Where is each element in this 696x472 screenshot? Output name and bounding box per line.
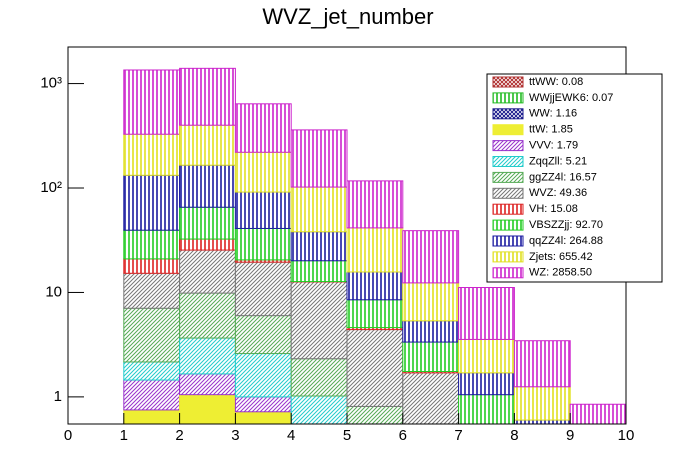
legend-swatch — [492, 187, 524, 199]
x-tick-label: 9 — [566, 427, 574, 444]
bar-segment — [123, 69, 181, 135]
legend-label: ttW: 1.85 — [529, 124, 573, 136]
y-tick-label: 10² — [40, 179, 62, 196]
bar-segment — [290, 395, 348, 425]
bar-segment — [234, 191, 292, 229]
bar-segment — [179, 164, 236, 208]
bar-segment — [346, 227, 404, 273]
x-tick-label: 5 — [343, 427, 351, 444]
bar-segment — [179, 249, 236, 294]
x-tick-label: 1 — [120, 427, 128, 444]
bar-segment — [513, 386, 571, 421]
bar-segment — [123, 361, 181, 381]
bar-segment — [179, 394, 236, 425]
legend-swatch — [492, 235, 524, 247]
bar-segment — [290, 260, 348, 283]
bar-segment — [458, 287, 515, 340]
bar-segment — [458, 338, 515, 374]
legend-label: WZ: 2858.50 — [529, 267, 592, 279]
bar-segment — [402, 341, 460, 373]
legend-swatch — [492, 76, 524, 88]
legend-swatch — [492, 92, 524, 104]
bar-segment — [123, 258, 181, 274]
bar-segment — [346, 299, 404, 329]
bar-segment — [234, 261, 292, 317]
bar-segment — [569, 403, 627, 425]
bar-segment — [290, 186, 348, 233]
bar-segment — [346, 180, 404, 229]
x-tick-label: 6 — [399, 427, 407, 444]
x-tick-label: 8 — [510, 427, 518, 444]
x-tick-label: 4 — [287, 427, 295, 444]
bar-segment — [402, 320, 460, 343]
legend-label: VH: 15.08 — [529, 203, 578, 215]
bar-segment — [179, 373, 236, 396]
legend-label: VBSZZjj: 92.70 — [529, 219, 603, 231]
bar-segment — [346, 271, 404, 301]
bar-segment — [234, 353, 292, 398]
bar-segment — [513, 340, 571, 388]
bar-segment — [290, 281, 348, 360]
bar-segment — [123, 307, 181, 363]
bar-segment — [123, 272, 181, 309]
x-tick-label: 10 — [618, 427, 635, 444]
legend-swatch — [492, 267, 524, 279]
bar-segment — [234, 315, 292, 355]
legend-swatch — [492, 108, 524, 120]
legend-label: WW: 1.16 — [529, 108, 577, 120]
bar-segment — [458, 394, 515, 425]
x-tick-label: 0 — [64, 427, 72, 444]
bar-segment — [234, 411, 292, 425]
legend-swatch — [492, 124, 524, 136]
bar-segment — [179, 124, 236, 166]
legend-label: WWjjEWK6: 0.07 — [529, 92, 613, 104]
legend-label: qqZZ4l: 264.88 — [529, 235, 603, 247]
legend-label: VVV: 1.79 — [529, 140, 578, 152]
x-tick-label: 3 — [231, 427, 239, 444]
bar-segment — [234, 103, 292, 153]
bar-segment — [179, 292, 236, 339]
legend-label: ggZZ4l: 16.57 — [529, 171, 597, 183]
bar-segment — [234, 151, 292, 193]
bar-segment — [123, 174, 181, 231]
legend-swatch — [492, 156, 524, 167]
bar-segment — [123, 409, 181, 425]
legend-swatch — [492, 203, 524, 215]
y-tick-label: 10 — [45, 283, 62, 300]
bar-segment — [290, 358, 348, 397]
bar-segment — [123, 133, 181, 176]
x-tick-label: 7 — [454, 427, 462, 444]
bar-segment — [458, 372, 515, 396]
legend-label: WVZ: 49.36 — [529, 187, 587, 199]
bar-segment — [346, 329, 404, 407]
bar-segment — [179, 238, 236, 251]
bar-segment — [123, 379, 181, 411]
legend-label: ttWW: 0.08 — [529, 76, 583, 88]
legend-label: ZqqZll: 5.21 — [529, 155, 587, 167]
legend-swatch — [492, 219, 524, 231]
bar-segment — [179, 206, 236, 240]
bar-segment — [402, 230, 460, 284]
legend-swatch — [492, 251, 524, 263]
bar-segment — [179, 67, 236, 126]
bar-segment — [234, 227, 292, 261]
chart-title: WVZ_jet_number — [262, 4, 433, 29]
x-tick-label: 2 — [175, 427, 183, 444]
legend-label: Zjets: 655.42 — [529, 251, 593, 263]
bar-segment — [179, 337, 236, 375]
y-tick-label: 10³ — [40, 75, 62, 92]
legend-swatch — [492, 140, 524, 152]
bar-segment — [290, 129, 348, 188]
bar-segment — [346, 405, 404, 425]
bar-segment — [402, 372, 460, 425]
bar-segment — [234, 396, 292, 413]
legend-swatch — [492, 171, 524, 183]
bar-segment — [290, 231, 348, 262]
bar-segment — [513, 419, 571, 425]
y-tick-label: 1 — [54, 388, 62, 405]
bar-segment — [123, 229, 181, 260]
bar-segment — [402, 282, 460, 322]
